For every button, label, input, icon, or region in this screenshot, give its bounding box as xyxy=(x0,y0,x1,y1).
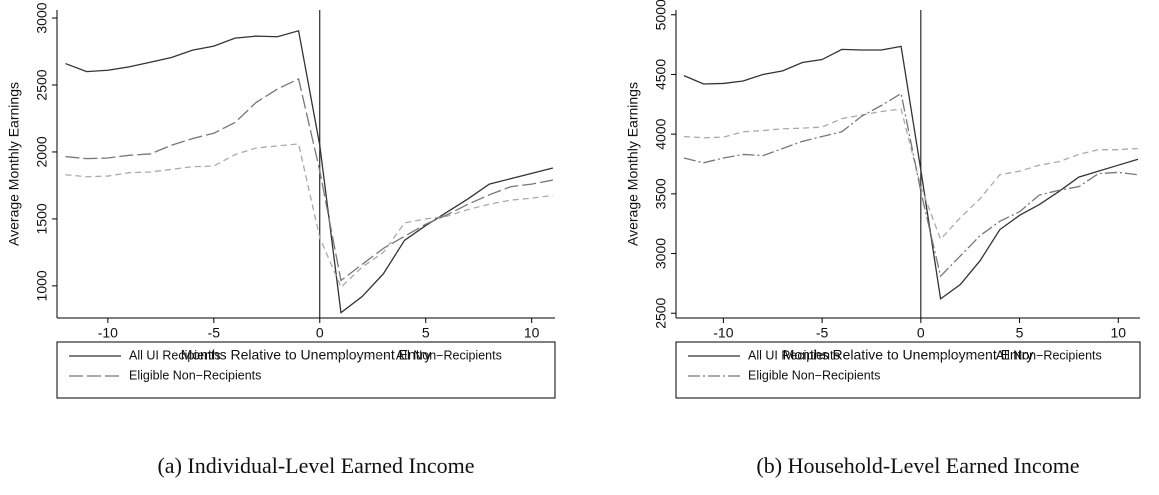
x-tick-label: 0 xyxy=(316,325,324,341)
y-tick-label: 5000 xyxy=(653,0,669,30)
y-tick-label: 2000 xyxy=(34,136,50,167)
legend-label: All UI Recipients xyxy=(748,348,840,362)
y-tick-label: 1500 xyxy=(34,203,50,234)
x-axis-title: Months Relative to Unemployment Entry xyxy=(783,347,1034,363)
x-tick-label: 10 xyxy=(524,325,540,341)
y-tick-label: 1000 xyxy=(34,270,50,301)
x-tick-label: -5 xyxy=(816,325,829,341)
x-tick-label: 5 xyxy=(422,325,430,341)
x-tick-label: 10 xyxy=(1110,325,1126,341)
series-line xyxy=(65,78,554,282)
x-axis-title: Months Relative to Unemployment Entry xyxy=(181,347,432,363)
legend-label: Eligible Non−Recipients xyxy=(748,368,880,382)
y-tick-label: 3500 xyxy=(653,178,669,209)
legend-box xyxy=(56,341,556,399)
x-tick-label: 5 xyxy=(1016,325,1024,341)
y-axis-title: Average Monthly Earnings xyxy=(6,82,22,246)
legend-label: All UI Recipients xyxy=(129,348,221,362)
y-tick-label: 2500 xyxy=(34,69,50,100)
y-axis-title: Average Monthly Earnings xyxy=(625,82,641,246)
series-line xyxy=(683,108,1139,241)
series-line xyxy=(683,45,1139,301)
y-tick-label: 4000 xyxy=(653,118,669,149)
y-tick-label: 3000 xyxy=(34,2,50,33)
x-tick-label: 0 xyxy=(917,325,925,341)
series-line xyxy=(683,92,1139,278)
legend-label: All Non−Recipients xyxy=(996,348,1102,362)
y-tick-label: 3000 xyxy=(653,238,669,269)
x-tick-label: -10 xyxy=(98,325,118,341)
y-tick-label: 4500 xyxy=(653,59,669,90)
x-tick-label: -10 xyxy=(713,325,733,341)
legend-label: Eligible Non−Recipients xyxy=(129,368,261,382)
caption: (a) Individual-Level Earned Income xyxy=(157,453,474,478)
series-line xyxy=(65,143,553,289)
x-tick-label: -5 xyxy=(208,325,221,341)
legend-label: All Non−Recipients xyxy=(396,348,502,362)
y-tick-label: 2500 xyxy=(653,297,669,328)
series-line xyxy=(65,29,554,314)
caption: (b) Household-Level Earned Income xyxy=(756,453,1079,478)
legend-box xyxy=(675,341,1141,399)
